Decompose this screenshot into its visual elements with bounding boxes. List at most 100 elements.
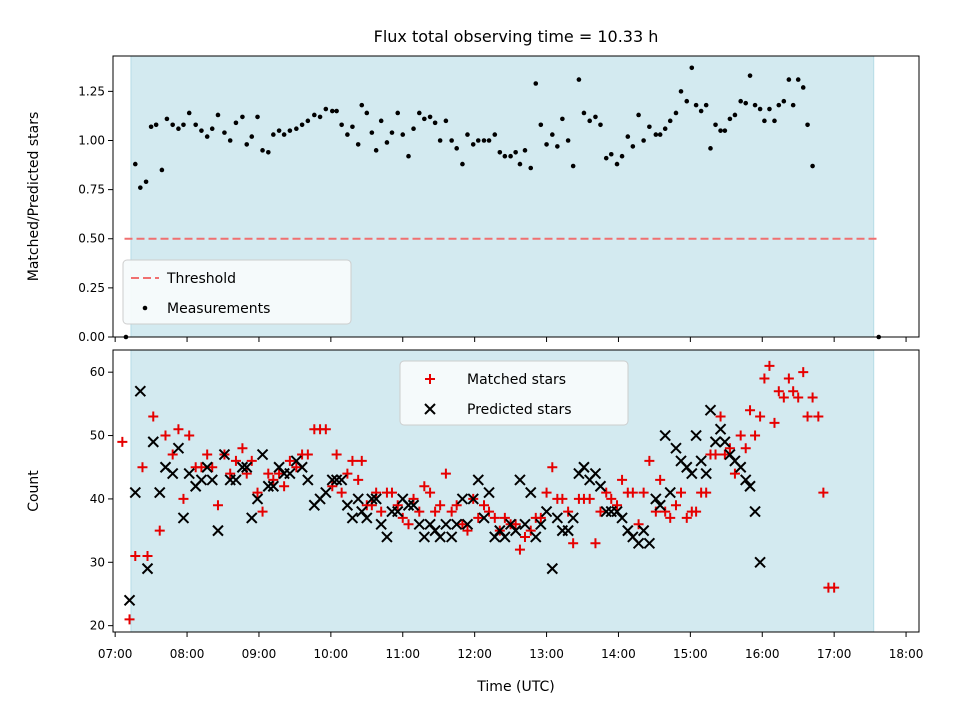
y-tick-label: 30	[90, 555, 105, 569]
matched-point	[793, 392, 804, 403]
measurement-point	[481, 138, 487, 143]
measurement-point	[294, 126, 299, 132]
matched-point	[519, 531, 530, 542]
predicted-point	[361, 512, 373, 524]
measurement-point	[395, 110, 401, 116]
matched-point	[440, 468, 451, 479]
measurement-point	[608, 151, 614, 157]
measurement-point	[339, 122, 344, 128]
measurement-point	[449, 138, 454, 143]
matched-point	[196, 462, 207, 473]
measurement-point	[738, 98, 743, 104]
matched-point	[425, 487, 436, 498]
matched-point	[160, 430, 171, 441]
measurement-point	[148, 124, 154, 130]
measurement-point	[673, 110, 679, 116]
matched-point	[510, 519, 521, 530]
x-tick-label: 18:00	[889, 647, 924, 661]
matched-point	[638, 487, 649, 498]
predicted-point	[535, 518, 547, 530]
matched-point	[142, 550, 153, 561]
predicted-point	[177, 512, 190, 524]
predicted-point	[509, 524, 522, 537]
predicted-point	[256, 448, 269, 461]
predicted-point	[670, 442, 682, 454]
measurement-point	[533, 81, 539, 86]
predicted-point	[659, 429, 671, 442]
predicted-point	[690, 429, 702, 442]
predicted-point	[686, 467, 698, 480]
matched-point	[691, 506, 702, 517]
measurement-point	[752, 102, 758, 108]
measurement-point	[486, 138, 492, 143]
predicted-point	[218, 448, 231, 461]
predicted-point	[296, 461, 308, 473]
predicted-point	[241, 461, 253, 473]
matched-point	[783, 373, 794, 384]
measurement-point	[732, 112, 738, 118]
matched-point	[230, 455, 241, 466]
measurement-point	[722, 128, 728, 133]
measurement-point	[369, 130, 375, 135]
measurement-point	[260, 148, 265, 153]
predicted-point	[483, 486, 495, 499]
predicted-point	[589, 467, 602, 480]
predicted-point	[519, 518, 531, 530]
predicted-point	[183, 467, 195, 480]
legend-measurement-swatch	[142, 305, 148, 311]
matched-point	[489, 512, 500, 523]
matched-point	[397, 512, 408, 523]
predicted-point	[370, 493, 382, 505]
matched-point	[403, 519, 414, 530]
x-axis-title: Time (UTC)	[476, 679, 554, 695]
measurement-point	[603, 155, 609, 161]
predicted-point	[251, 493, 264, 505]
predicted-point	[195, 474, 208, 486]
predicted-point	[346, 512, 359, 524]
matched-point	[457, 519, 468, 530]
measurement-point	[255, 114, 260, 120]
measurement-point	[689, 65, 695, 71]
matched-point	[419, 481, 430, 492]
predicted-point	[407, 499, 420, 511]
measurement-point	[164, 116, 170, 122]
measurement-point	[593, 114, 598, 120]
matched-point	[773, 386, 784, 397]
predicted-point	[147, 436, 159, 448]
matched-point	[735, 430, 746, 441]
matched-point	[798, 367, 809, 378]
matched-point	[212, 500, 223, 511]
matched-point	[336, 487, 347, 498]
measurement-point	[378, 118, 384, 124]
measurement-point	[570, 163, 576, 169]
matched-point	[202, 449, 213, 460]
measurement-point	[550, 132, 555, 137]
predicted-point	[366, 493, 378, 505]
matched-point	[670, 500, 681, 511]
measurement-point	[641, 138, 646, 143]
measurement-point	[233, 120, 239, 126]
measurement-point	[176, 126, 181, 132]
measurement-point	[222, 130, 227, 135]
matched-point	[263, 468, 274, 479]
y-tick-label: 0.25	[78, 281, 105, 295]
predicted-point	[172, 442, 185, 454]
matched-point	[778, 392, 789, 403]
matched-point	[627, 487, 638, 498]
measurement-point	[762, 118, 767, 124]
matched-point	[331, 449, 342, 460]
y-axis-title: Matched/Predicted stars	[26, 112, 42, 282]
matched-point	[173, 424, 184, 435]
measurement-point	[713, 122, 718, 128]
plot-frame	[112, 349, 920, 633]
matched-point	[612, 500, 623, 511]
matched-point	[479, 500, 490, 511]
measurement-point	[508, 153, 513, 159]
measurement-point	[355, 142, 361, 147]
matched-point	[353, 474, 364, 485]
predicted-point	[134, 385, 147, 397]
matched-point	[246, 455, 257, 466]
measurement-point	[757, 106, 763, 112]
legend-label: Threshold	[166, 271, 236, 287]
